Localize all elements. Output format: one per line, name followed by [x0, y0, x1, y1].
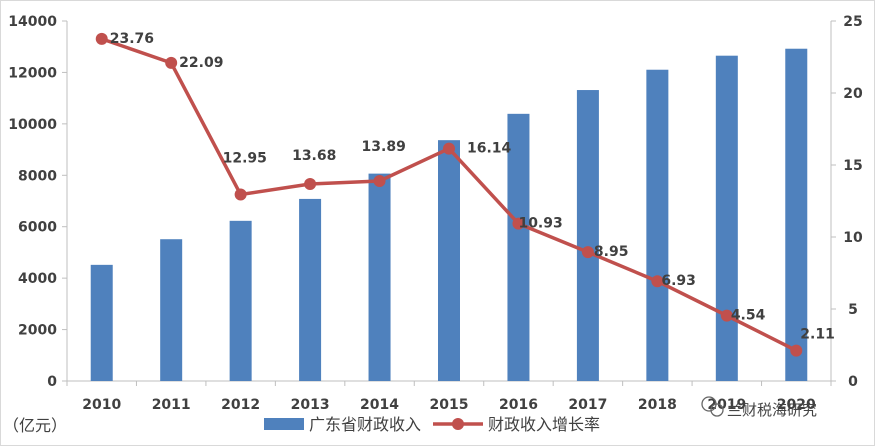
y-tick-label-right: 25: [843, 14, 862, 30]
legend-marker-line: [452, 418, 464, 430]
bar: [160, 239, 183, 381]
data-label: 23.76: [110, 31, 154, 47]
x-tick-label: 2019: [707, 397, 746, 413]
bar: [785, 48, 808, 381]
x-tick-label: 2016: [499, 397, 538, 413]
x-tick-label: 2010: [82, 397, 121, 413]
y-tick-label-right: 15: [843, 158, 862, 174]
data-label: 8.95: [594, 244, 629, 260]
line-point: [95, 32, 108, 45]
data-label: 16.14: [467, 141, 512, 157]
y-tick-label-left: 14000: [8, 14, 57, 30]
legend-label-line: 财政收入增长率: [488, 415, 600, 434]
bar: [438, 140, 460, 381]
line-point: [651, 275, 664, 288]
watermark-text: 兰财税海研究: [727, 401, 817, 419]
y-tick-label-left: 12000: [8, 65, 57, 81]
y-tick-label-right: 0: [848, 374, 858, 390]
y-tick-label-left: 6000: [18, 220, 57, 236]
y-tick-label-right: 5: [848, 302, 858, 318]
line-point: [234, 188, 247, 201]
bar: [646, 69, 669, 381]
y-tick-label-left: 10000: [8, 117, 57, 133]
y-tick-label-left: 8000: [18, 168, 57, 184]
line-point: [304, 178, 317, 191]
wechat-icon-bubble: [710, 403, 724, 417]
x-tick-label: 2012: [221, 397, 260, 413]
bar: [229, 220, 252, 381]
line-point: [790, 344, 803, 357]
y-tick-label-left: 2000: [18, 323, 57, 339]
legend-swatch-bar: [264, 418, 304, 430]
y-tick-label-left: 4000: [18, 271, 57, 287]
data-label: 4.54: [731, 308, 766, 324]
bar: [90, 264, 113, 381]
data-label: 13.68: [292, 148, 336, 164]
line-point: [512, 217, 525, 230]
x-tick-label: 2014: [360, 397, 399, 413]
bar: [715, 55, 738, 382]
bar: [576, 90, 599, 382]
bar: [507, 113, 530, 381]
line-point: [165, 56, 178, 69]
data-label: 13.89: [362, 139, 406, 155]
data-label: 12.95: [223, 151, 267, 167]
line-point: [373, 174, 386, 187]
data-label: 6.93: [661, 273, 696, 289]
data-label: 2.11: [800, 327, 835, 343]
legend-label-bar: 广东省财政收入: [309, 415, 421, 434]
y-tick-label-left: 0: [47, 374, 57, 390]
x-tick-label: 2017: [568, 397, 607, 413]
x-tick-label: 2011: [152, 397, 191, 413]
x-tick-label: 2018: [638, 397, 677, 413]
x-tick-label: 2020: [777, 397, 816, 413]
line-point: [443, 142, 455, 155]
data-label: 22.09: [179, 55, 223, 71]
y-tick-label-right: 10: [843, 230, 863, 246]
bar: [368, 173, 391, 381]
bar: [299, 198, 322, 381]
unit-label: （亿元）: [3, 416, 67, 435]
line-point: [581, 246, 594, 259]
x-tick-label: 2015: [430, 397, 469, 413]
line-point: [720, 309, 733, 322]
y-tick-label-right: 20: [843, 86, 863, 102]
data-label: 10.93: [518, 216, 562, 232]
x-tick-label: 2013: [291, 397, 330, 413]
